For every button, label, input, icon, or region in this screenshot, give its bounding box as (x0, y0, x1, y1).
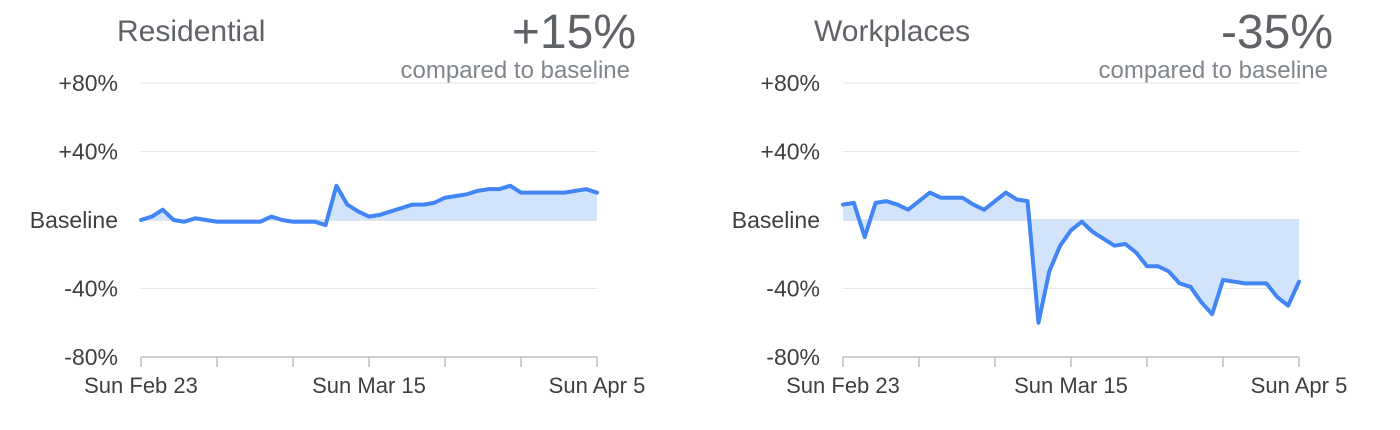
y-tick-label: -80% (766, 344, 820, 370)
y-tick-label: -80% (64, 344, 118, 370)
series-line (139, 183, 599, 228)
y-tick-label: Baseline (732, 207, 820, 233)
y-tick-label: +80% (761, 70, 820, 96)
y-tick-label: +40% (59, 139, 118, 165)
x-tick-label: Sun Mar 15 (312, 373, 426, 398)
y-tick-label: +80% (59, 70, 118, 96)
chart-title: Residential (117, 15, 265, 48)
x-tick-label: Sun Mar 15 (1014, 373, 1128, 398)
y-tick-label: Baseline (30, 207, 118, 233)
area-fill (843, 192, 1299, 323)
area-fill (141, 185, 597, 226)
change-value: +15% (512, 6, 636, 59)
change-subtitle: compared to baseline (1099, 57, 1328, 84)
y-tick-label: -40% (766, 276, 820, 302)
y-tick-label: -40% (64, 276, 118, 302)
x-tick-label: Sun Apr 5 (1251, 373, 1348, 398)
chart-title: Workplaces (814, 15, 970, 48)
change-value: -35% (1221, 6, 1333, 59)
series-line (841, 190, 1301, 325)
chart-residential: Residential +15%compared to baseline +80% +… (30, 6, 646, 398)
change-subtitle: compared to baseline (401, 57, 630, 84)
x-tick-label: Sun Apr 5 (549, 373, 646, 398)
x-tick-label: Sun Feb 23 (84, 373, 198, 398)
x-tick-label: Sun Feb 23 (786, 373, 900, 398)
y-tick-label: +40% (761, 139, 820, 165)
chart-workplaces: Workplaces -35%compared to baseline +80% +4… (732, 6, 1348, 398)
